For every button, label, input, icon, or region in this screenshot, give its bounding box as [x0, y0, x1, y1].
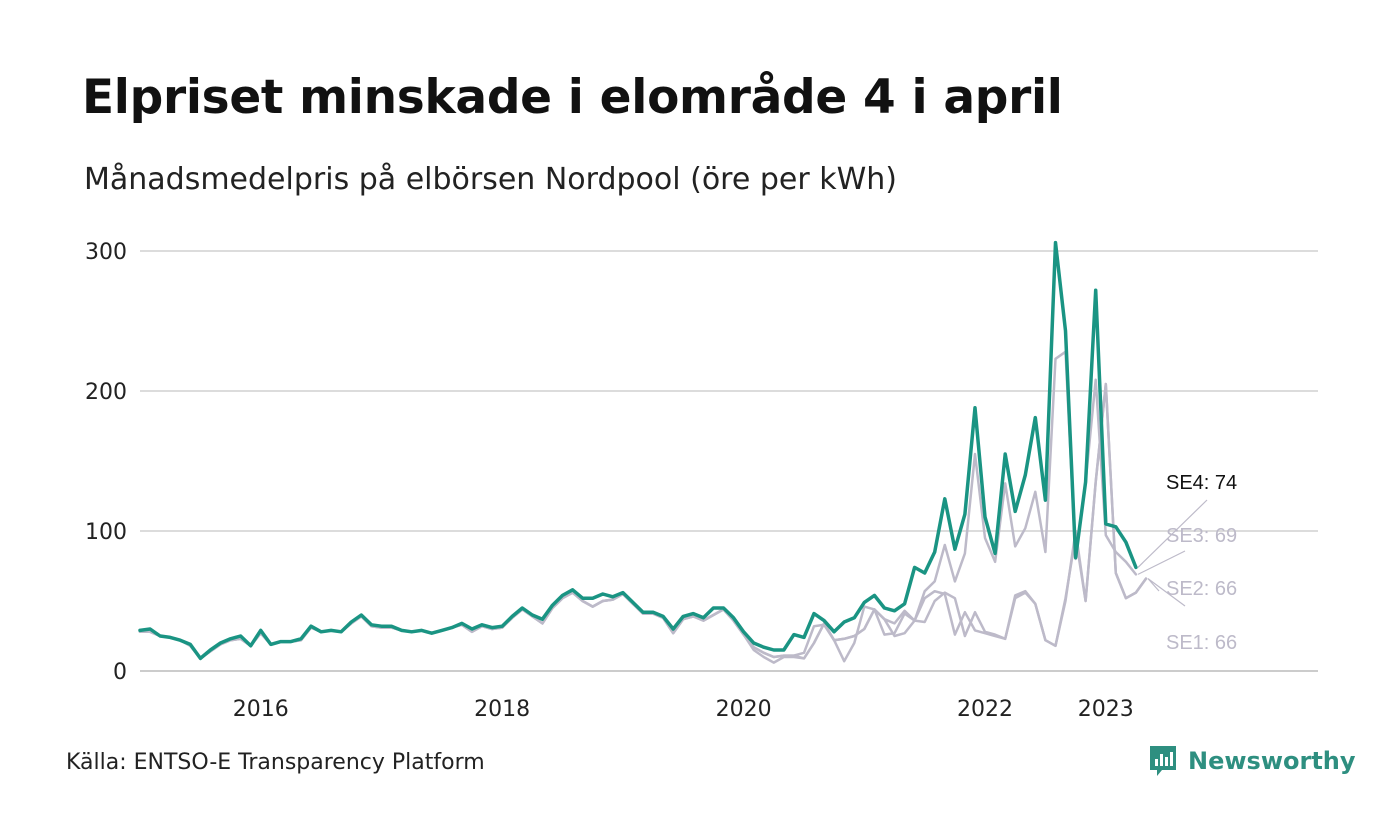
y-tick-label-0: 0 — [113, 660, 127, 685]
x-tick-label-2023: 2023 — [1078, 697, 1134, 722]
series-line-se4 — [138, 240, 1138, 661]
chart-title: Elpriset minskade i elområde 4 i april — [82, 70, 1063, 125]
end-label-se3: SE3: 69 — [1166, 525, 1237, 547]
end-label-se2: SE2: 66 — [1166, 578, 1237, 600]
y-tick-label-100: 100 — [85, 520, 127, 545]
end-label-se1: SE1: 66 — [1166, 632, 1237, 654]
y-tick-label-300: 300 — [85, 240, 127, 265]
leader-line-se3 — [1137, 550, 1186, 575]
newsworthy-logo-text: Newsworthy — [1188, 747, 1356, 775]
newsworthy-logo: Newsworthy — [1148, 744, 1356, 778]
x-tick-label-2018: 2018 — [474, 697, 530, 722]
label-layer: SE4: 74 SE3: 69 SE2: 66 SE1: 66 — [1137, 472, 1237, 654]
end-label-se4: SE4: 74 — [1166, 472, 1237, 494]
series-line-se2 — [138, 382, 1148, 660]
x-tick-label-2022: 2022 — [957, 697, 1013, 722]
x-tick-label-2020: 2020 — [716, 697, 772, 722]
x-tick-label-2016: 2016 — [233, 697, 289, 722]
y-tick-label-200: 200 — [85, 380, 127, 405]
chart-subtitle: Månadsmedelpris på elbörsen Nordpool (ör… — [84, 162, 897, 197]
leader-line-se1 — [1147, 578, 1186, 607]
newsworthy-logo-icon — [1150, 746, 1176, 776]
series-line-se3 — [138, 350, 1138, 660]
leader-line-se4 — [1137, 499, 1208, 568]
grid-layer: 0 100 200 300 2016 2018 2020 2022 2023 — [85, 240, 1318, 722]
source-note: Källa: ENTSO-E Transparency Platform — [66, 750, 485, 775]
series-line-se1 — [138, 382, 1148, 664]
series-layer — [138, 240, 1148, 664]
